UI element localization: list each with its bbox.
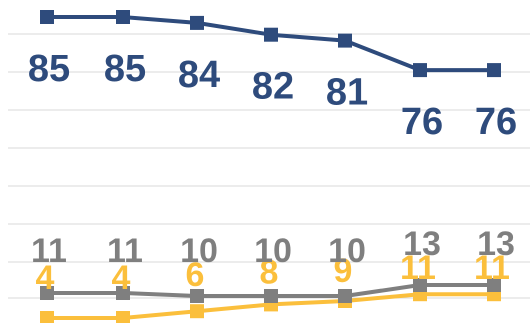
series-2-data-label-3: 8 xyxy=(260,253,279,291)
series-1-point-2 xyxy=(190,289,204,303)
series-2-data-label-2: 6 xyxy=(186,256,205,294)
series-2-point-2 xyxy=(190,304,204,319)
series-2-data-label-4: 9 xyxy=(334,252,353,290)
series-0-data-label-4: 81 xyxy=(326,72,368,114)
series-0-data-label-3: 82 xyxy=(252,66,294,108)
series-0-point-6 xyxy=(487,63,501,78)
series-1-data-label-5: 13 xyxy=(403,225,441,263)
series-0-point-5 xyxy=(413,63,427,78)
series-0-point-2 xyxy=(190,15,204,30)
series-1-point-6 xyxy=(487,278,501,292)
data-label-layer: 4 4 6 8 9 11 11 11 11 10 10 10 13 13 85 85 84 82 81 76 76 xyxy=(28,48,517,297)
series-2-data-label-0: 4 xyxy=(36,259,55,297)
series-0-point-1 xyxy=(116,10,130,24)
series-1-data-label-2: 10 xyxy=(180,232,218,270)
series-0-point-0 xyxy=(40,10,54,24)
series-0-point-4 xyxy=(338,33,352,48)
series-1-data-label-3: 10 xyxy=(254,232,292,270)
series-2-data-label-6: 11 xyxy=(474,249,510,287)
series-2-data-label-5: 11 xyxy=(400,249,436,287)
series-1-data-label-6: 13 xyxy=(477,225,515,263)
series-1-data-label-4: 10 xyxy=(328,232,366,270)
series-1-data-label-0: 11 xyxy=(31,232,67,270)
series-0-data-label-0: 85 xyxy=(28,48,70,90)
series-2-data-label-1: 4 xyxy=(112,259,131,297)
series-2-point-1 xyxy=(116,311,130,323)
series-2-point-0 xyxy=(40,311,54,323)
series-layer xyxy=(40,10,501,323)
series-1-point-4 xyxy=(338,289,352,303)
series-1-point-3 xyxy=(264,289,278,303)
series-1-point-0 xyxy=(40,286,54,300)
series-1-point-5 xyxy=(413,278,427,292)
series-0-data-label-2: 84 xyxy=(178,54,220,96)
gridlines xyxy=(8,33,530,299)
series-0-data-label-6: 76 xyxy=(475,101,517,143)
series-0-data-label-1: 85 xyxy=(104,48,146,90)
series-1-point-1 xyxy=(116,286,130,300)
series-0-point-3 xyxy=(264,27,278,42)
series-1-data-label-1: 11 xyxy=(107,232,143,270)
series-0-data-label-5: 76 xyxy=(401,101,443,143)
